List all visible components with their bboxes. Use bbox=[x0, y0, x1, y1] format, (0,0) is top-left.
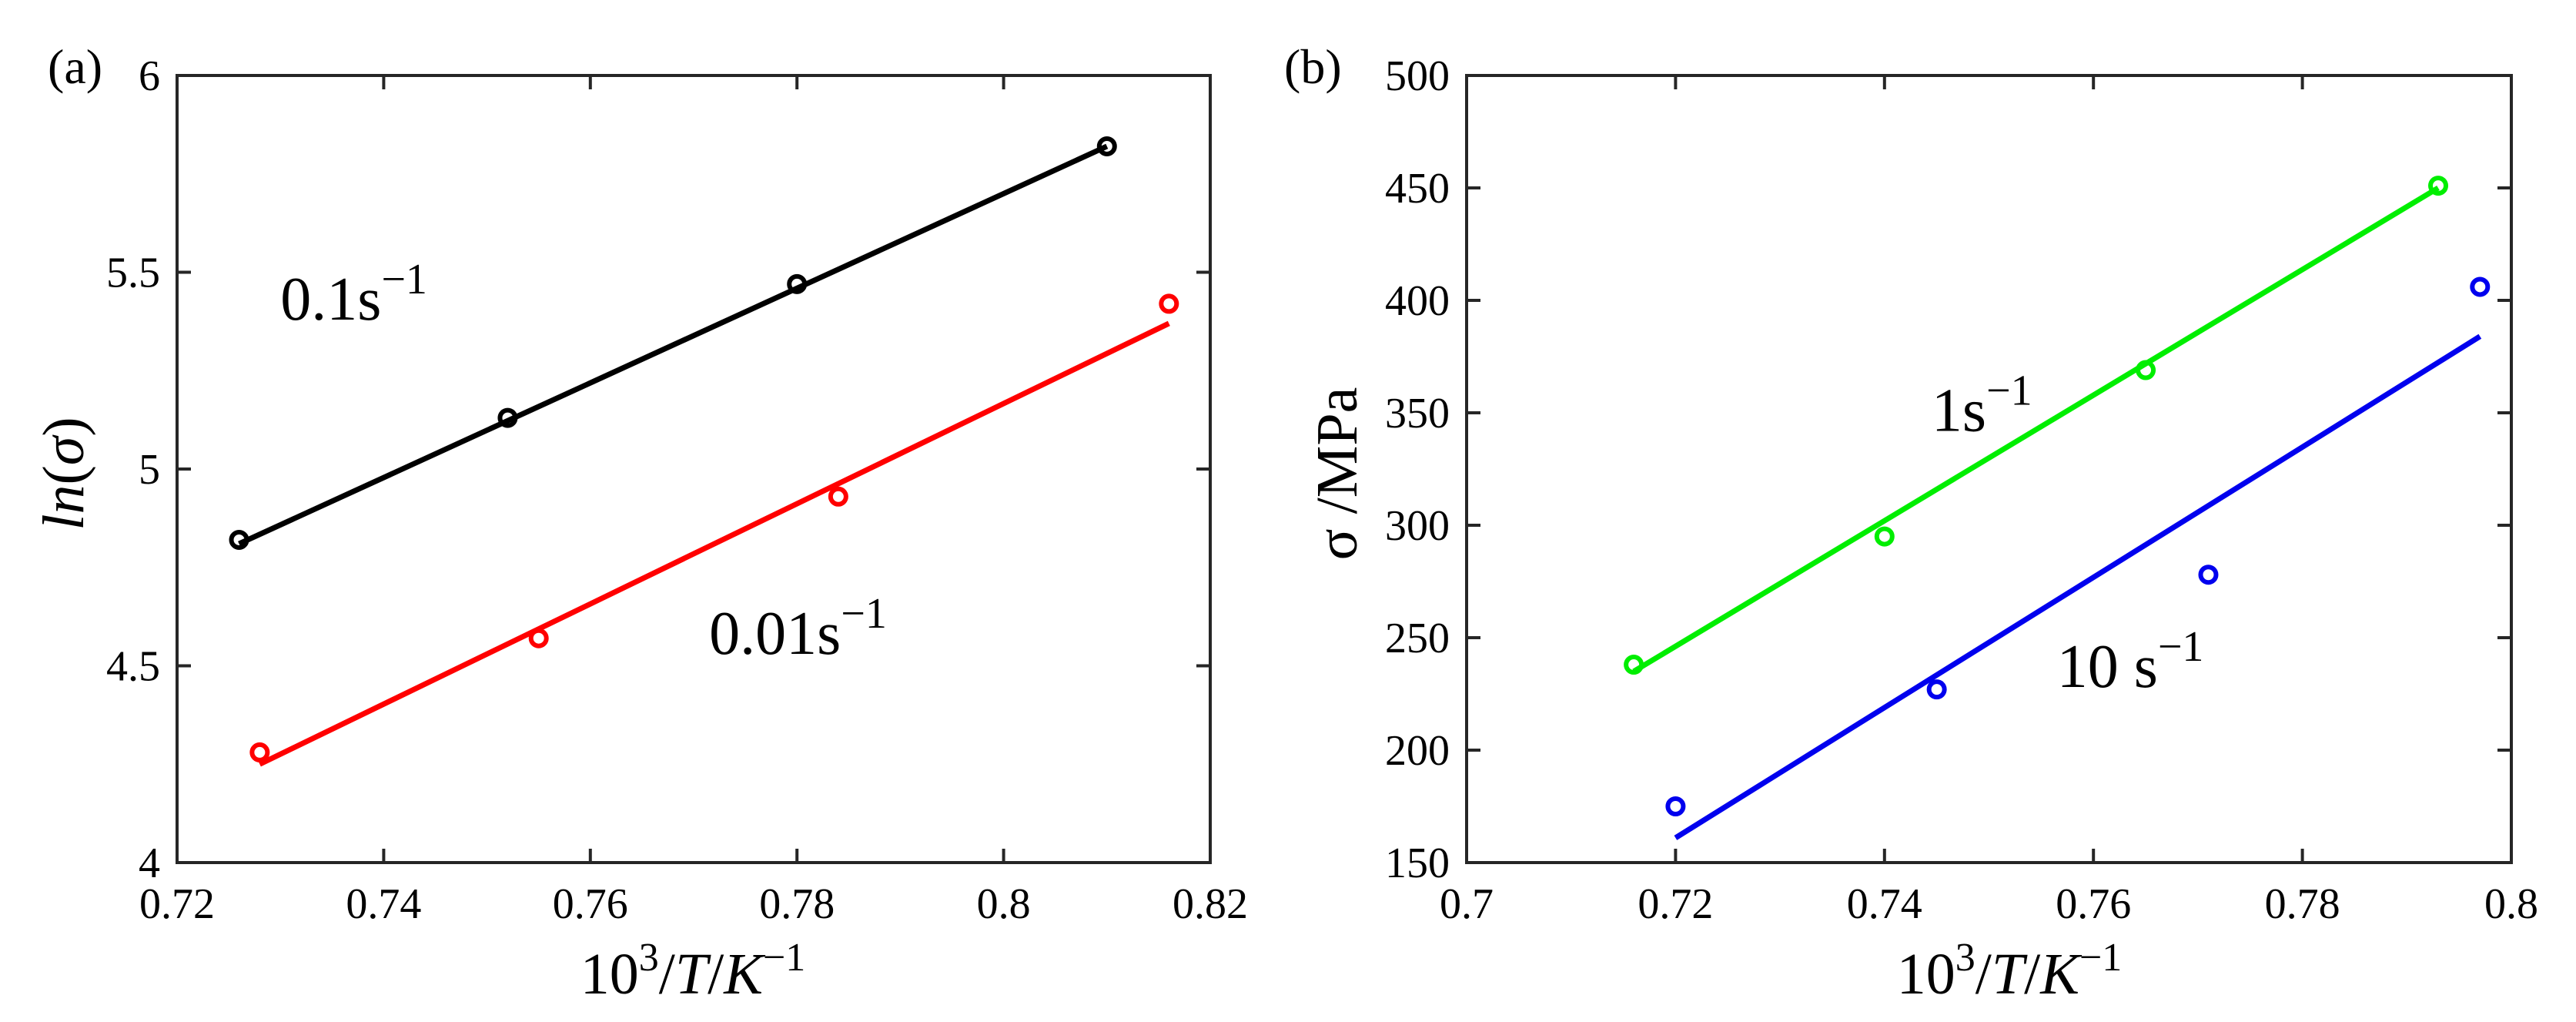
panel-b-y-tick-label: 500 bbox=[1385, 52, 1450, 100]
panel-a-x-tick-label: 0.74 bbox=[346, 880, 421, 928]
panel-a-x-tick-label: 0.76 bbox=[553, 880, 628, 928]
panel-b-y-axis-title: σ /MPa bbox=[1305, 387, 1370, 561]
panel-b-y-tick-label: 150 bbox=[1385, 839, 1450, 887]
panel-a-series-labels: 0.1s−1 0.01s−1 bbox=[280, 256, 887, 668]
panel-b-data-points bbox=[1624, 176, 2491, 816]
panel-b-series-label-1: 10 s−1 bbox=[2057, 623, 2204, 701]
panel-b-y-tick-label: 450 bbox=[1385, 165, 1450, 213]
panel-b-y-tick-label: 200 bbox=[1385, 727, 1450, 775]
panel-a-y-tick-label: 4 bbox=[139, 839, 160, 887]
panel-b-data-point bbox=[2428, 176, 2449, 196]
panel-a-data-point bbox=[828, 486, 848, 507]
panel-a-x-tick-label: 0.82 bbox=[1173, 880, 1248, 928]
panel-a-plot-frame bbox=[176, 74, 1212, 864]
panel-a-y-tick-label: 5 bbox=[139, 446, 160, 494]
panel-b-data-point bbox=[1665, 796, 1686, 816]
panel-a-x-tick-label: 0.78 bbox=[759, 880, 835, 928]
panel-a-series-label-1: 0.01s−1 bbox=[709, 590, 887, 668]
panel-a-data-point bbox=[1096, 136, 1117, 156]
panel-a-x-tick-label: 0.72 bbox=[139, 880, 215, 928]
panel-b-data-point bbox=[1874, 526, 1895, 547]
panel-b-y-tick-label: 250 bbox=[1385, 615, 1450, 662]
panel-b-data-point bbox=[2136, 360, 2156, 380]
panel-b-x-tick-label: 0.78 bbox=[2265, 880, 2340, 928]
panel-a-ticks bbox=[176, 74, 1212, 864]
panel-b-ticks bbox=[1465, 74, 2513, 864]
panel-b-data-point bbox=[2470, 276, 2491, 297]
panel-a-data-point bbox=[497, 407, 518, 428]
panel-a-tick-labels: 0.72 0.74 0.76 0.78 0.8 0.82 4 4.5 5 5.5 6 bbox=[106, 52, 1248, 928]
panel-b-fit-line-1 bbox=[1674, 333, 2482, 840]
panel-a-label: (a) bbox=[48, 39, 102, 94]
panel-a-fit-lines bbox=[238, 143, 1170, 767]
panel-b-data-point bbox=[1926, 679, 1947, 700]
panel-a-x-axis-title: 103/T/K−1 bbox=[580, 936, 806, 1007]
panel-a-y-tick-label: 5.5 bbox=[106, 250, 160, 297]
panel-a-data-point bbox=[229, 529, 249, 550]
panel-b-x-tick-label: 0.74 bbox=[1847, 880, 1922, 928]
panel-a-series-label-0: 0.1s−1 bbox=[280, 256, 427, 333]
panel-b-x-axis-title: 103/T/K−1 bbox=[1897, 936, 2123, 1007]
panel-b-y-tick-label: 300 bbox=[1385, 502, 1450, 550]
panel-b-data-point bbox=[2198, 565, 2219, 585]
panel-b-x-tick-label: 0.76 bbox=[2056, 880, 2131, 928]
panel-b-fit-line-0 bbox=[1632, 185, 2440, 674]
panel-a-y-tick-label: 6 bbox=[139, 52, 160, 100]
panel-b-label: (b) bbox=[1284, 39, 1342, 94]
panel-a-x-tick-label: 0.8 bbox=[977, 880, 1031, 928]
panel-b-series-labels: 1s−1 10 s−1 bbox=[1932, 367, 2204, 701]
panel-a-data-point bbox=[528, 628, 549, 648]
panel-a-data-point bbox=[1159, 293, 1179, 314]
panel-a-data-point bbox=[787, 273, 808, 294]
panel-b-fit-lines bbox=[1632, 185, 2482, 840]
panel-a-fit-line-1 bbox=[258, 320, 1170, 767]
panel-b-series-label-0: 1s−1 bbox=[1932, 367, 2032, 444]
panel-b-x-tick-label: 0.7 bbox=[1440, 880, 1494, 928]
panel-b-y-tick-label: 350 bbox=[1385, 390, 1450, 437]
panel-b-y-tick-label: 400 bbox=[1385, 277, 1450, 325]
panel-b-plot-frame bbox=[1465, 74, 2513, 864]
panel-b: 0.7 0.72 0.74 0.76 0.78 0.8 150 200 250 300 350 400… bbox=[1284, 39, 2538, 1007]
panel-a-y-tick-label: 4.5 bbox=[106, 643, 160, 691]
panel-b-tick-labels: 0.7 0.72 0.74 0.76 0.78 0.8 150 200 250 300 350 400… bbox=[1385, 52, 2538, 928]
panel-a-data-point bbox=[249, 742, 270, 762]
panel-b-x-tick-label: 0.8 bbox=[2484, 880, 2538, 928]
panel-b-x-tick-label: 0.72 bbox=[1638, 880, 1713, 928]
panel-a-y-axis-title: ln(σ) bbox=[32, 417, 96, 530]
panel-a-data-points bbox=[229, 136, 1179, 762]
panel-a-fit-line-0 bbox=[238, 143, 1109, 547]
panel-b-data-point bbox=[1624, 655, 1644, 675]
